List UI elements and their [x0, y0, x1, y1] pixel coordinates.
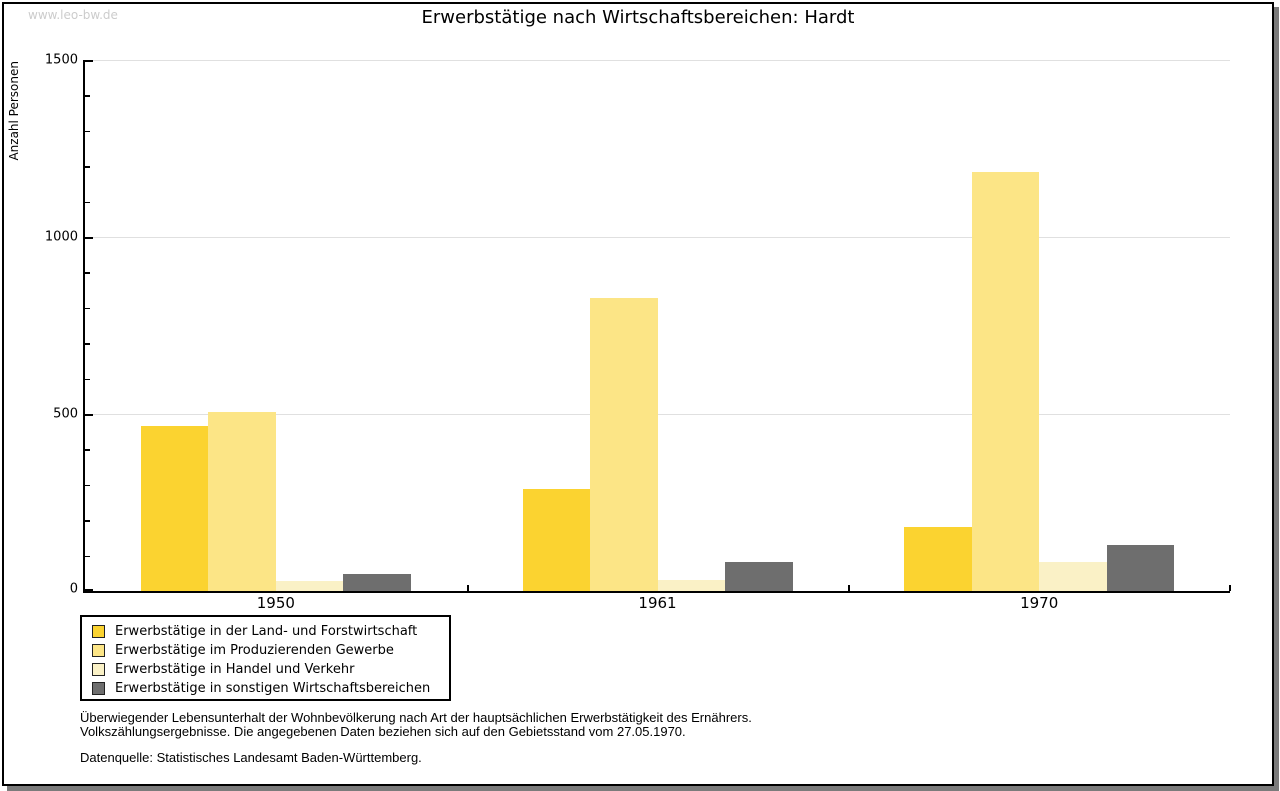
- bar-1950-series-4: [343, 574, 411, 591]
- legend-label: Erwerbstätige in der Land- und Forstwirt…: [115, 624, 418, 639]
- legend-label: Erwerbstätige in sonstigen Wirtschaftsbe…: [115, 681, 431, 696]
- y-minor-tick: [85, 449, 90, 451]
- y-minor-tick: [85, 343, 90, 345]
- legend-swatch-icon: [92, 682, 105, 695]
- y-tick-label: 1500: [44, 52, 78, 68]
- bar-1970-series-2: [971, 171, 1040, 591]
- legend-item-1: Erwerbstätige in der Land- und Forstwirt…: [92, 622, 441, 641]
- watermark: www.leo-bw.de: [28, 8, 118, 22]
- legend-item-2: Erwerbstätige im Produzierenden Gewerbe: [92, 641, 441, 660]
- legend: Erwerbstätige in der Land- und Forstwirt…: [80, 615, 451, 701]
- x-end-tick: [1229, 585, 1231, 591]
- bar-1970-series-4: [1106, 545, 1175, 591]
- bar-1961-series-1: [522, 488, 590, 591]
- y-minor-tick: [85, 307, 90, 310]
- x-boundary-tick: [466, 585, 469, 591]
- caption-line-2: Volkszählungsergebnisse. Die angegebenen…: [80, 724, 686, 739]
- y-tick-label: 0: [69, 581, 78, 597]
- y-minor-tick: [85, 272, 90, 274]
- y-major-tick-1500: [85, 60, 93, 62]
- y-minor-tick: [85, 520, 90, 522]
- y-minor-tick: [85, 130, 90, 133]
- y-tick-label: 1000: [44, 229, 78, 245]
- gridline-500: [85, 414, 1230, 415]
- legend-swatch-icon: [92, 663, 105, 676]
- bar-1950-series-2: [208, 411, 276, 591]
- x-tick-label: 1950: [256, 594, 295, 612]
- bar-1950-series-3: [275, 580, 344, 591]
- y-minor-tick: [85, 378, 90, 381]
- x-axis-line: [83, 591, 1230, 593]
- gridline-1500: [85, 60, 1230, 61]
- y-major-tick-0: [85, 589, 93, 591]
- y-minor-tick: [85, 484, 90, 487]
- legend-item-4: Erwerbstätige in sonstigen Wirtschaftsbe…: [92, 679, 441, 698]
- bar-1950-series-1: [140, 425, 209, 591]
- y-major-tick-1000: [85, 237, 93, 239]
- bar-1970-series-1: [904, 526, 972, 591]
- y-minor-tick: [85, 201, 90, 204]
- y-minor-tick: [85, 95, 90, 97]
- legend-label: Erwerbstätige in Handel und Verkehr: [115, 662, 355, 677]
- caption-block: Überwiegender Lebensunterhalt der Wohnbe…: [80, 711, 752, 765]
- y-major-tick-500: [85, 414, 93, 416]
- y-minor-tick: [85, 166, 90, 168]
- gridline-1000: [85, 237, 1230, 238]
- y-tick-label: 500: [53, 406, 78, 422]
- legend-swatch-icon: [92, 625, 105, 638]
- x-tick-label: 1970: [1020, 594, 1059, 612]
- y-minor-tick: [85, 555, 90, 558]
- legend-item-3: Erwerbstätige in Handel und Verkehr: [92, 660, 441, 679]
- bar-1961-series-3: [657, 579, 725, 591]
- legend-swatch-icon: [92, 644, 105, 657]
- legend-label: Erwerbstätige im Produzierenden Gewerbe: [115, 643, 394, 658]
- bar-1961-series-4: [725, 562, 793, 591]
- y-axis-title: Anzahl Personen: [7, 61, 21, 161]
- x-boundary-tick: [848, 585, 851, 591]
- bar-1961-series-2: [590, 297, 658, 591]
- caption-line-1: Überwiegender Lebensunterhalt der Wohnbe…: [80, 710, 752, 725]
- x-tick-label: 1961: [638, 594, 677, 612]
- caption-source: Datenquelle: Statistisches Landesamt Bad…: [80, 750, 422, 765]
- y-axis-line: [83, 60, 85, 593]
- chart-title: Erwerbstätige nach Wirtschaftsbereichen:…: [421, 7, 855, 28]
- bar-1970-series-3: [1039, 562, 1107, 591]
